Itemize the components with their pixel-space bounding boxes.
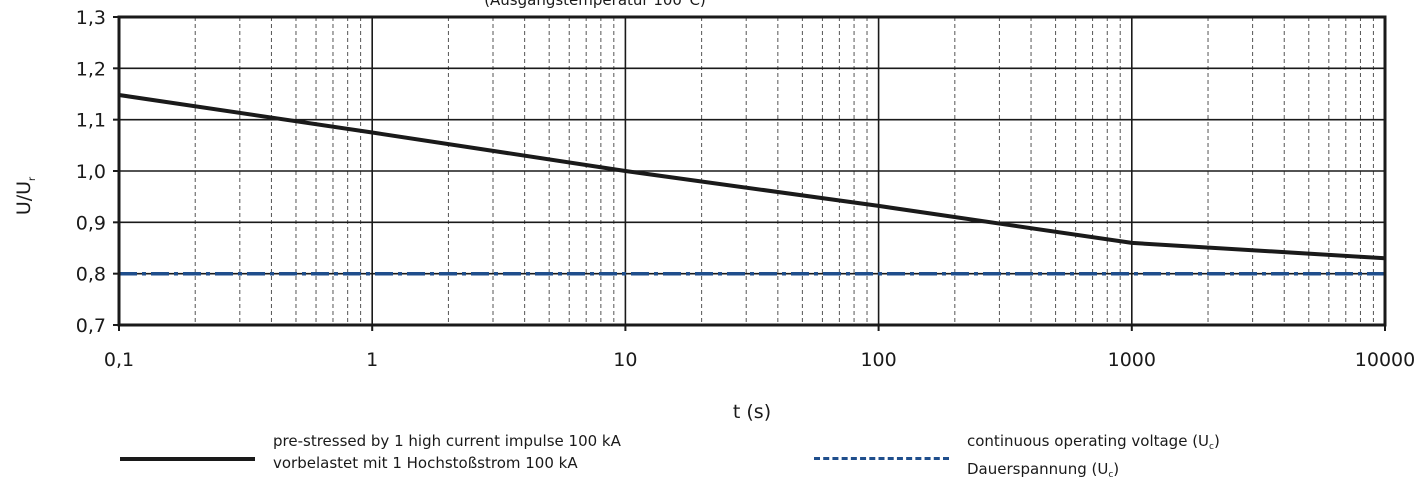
legend-label-impulse: pre-stressed by 1 high current impulse 1… (273, 430, 621, 474)
legend-label-uc-en: continuous operating voltage (U (967, 432, 1210, 450)
x-tick-label: 100 (860, 349, 896, 371)
legend-label-uc: continuous operating voltage (Uc) Dauers… (967, 430, 1220, 486)
legend-swatch-solid (120, 457, 255, 461)
legend-item-uc: continuous operating voltage (Uc) Dauers… (814, 430, 1220, 486)
legend-item-impulse: pre-stressed by 1 high current impulse 1… (120, 430, 621, 474)
legend-label-impulse-de: vorbelastet mit 1 Hochstoßstrom 100 kA (273, 454, 578, 472)
legend-close-paren-de: ) (1113, 460, 1120, 478)
legend-label-impulse-en: pre-stressed by 1 high current impulse 1… (273, 432, 621, 450)
y-axis-title-subscript: r (27, 176, 38, 181)
legend-sub-uc-en: c (1209, 442, 1214, 452)
chart: 0,1 1 10 100 1000 100000,70,80,91,01,11,21,3 … (13, 0, 1415, 423)
y-axis-title-main: U/U (13, 181, 35, 215)
legend-sub-uc-de: c (1108, 470, 1114, 480)
series-layer (118, 93, 1386, 276)
legend-close-paren-en: ) (1214, 432, 1220, 450)
y-tick-label: 1,1 (76, 110, 106, 132)
y-tick-label: 1,0 (76, 161, 106, 183)
y-tick-label: 0,8 (76, 264, 106, 286)
chart-subtitle: (Ausgangstemperatur 100°C) (484, 0, 706, 9)
x-tick-label: 10 (613, 349, 637, 371)
x-axis-title: t (s) (733, 401, 771, 423)
grid (118, 16, 1386, 326)
legend-label-uc-de: Dauerspannung (U (967, 460, 1109, 478)
x-tick-label: 1000 (1108, 349, 1156, 371)
x-tick-label: 1 (366, 349, 378, 371)
y-axis-title: U/Ur (13, 176, 38, 215)
x-tick-label: 10000 (1355, 349, 1415, 371)
y-tick-label: 0,7 (76, 315, 106, 337)
y-tick-label: 0,9 (76, 212, 106, 234)
x-tick-label: 0,1 (104, 349, 134, 371)
legend-swatch-dashdot (814, 457, 949, 460)
tick-labels: 0,1 1 10 100 1000 10000 0,7 0,8 0,9 1,0 1,1 1,2 1,3 (76, 7, 1415, 371)
y-tick-label: 1,3 (76, 7, 106, 29)
series-line-impulse (118, 93, 1386, 261)
y-tick-label: 1,2 (76, 58, 106, 80)
